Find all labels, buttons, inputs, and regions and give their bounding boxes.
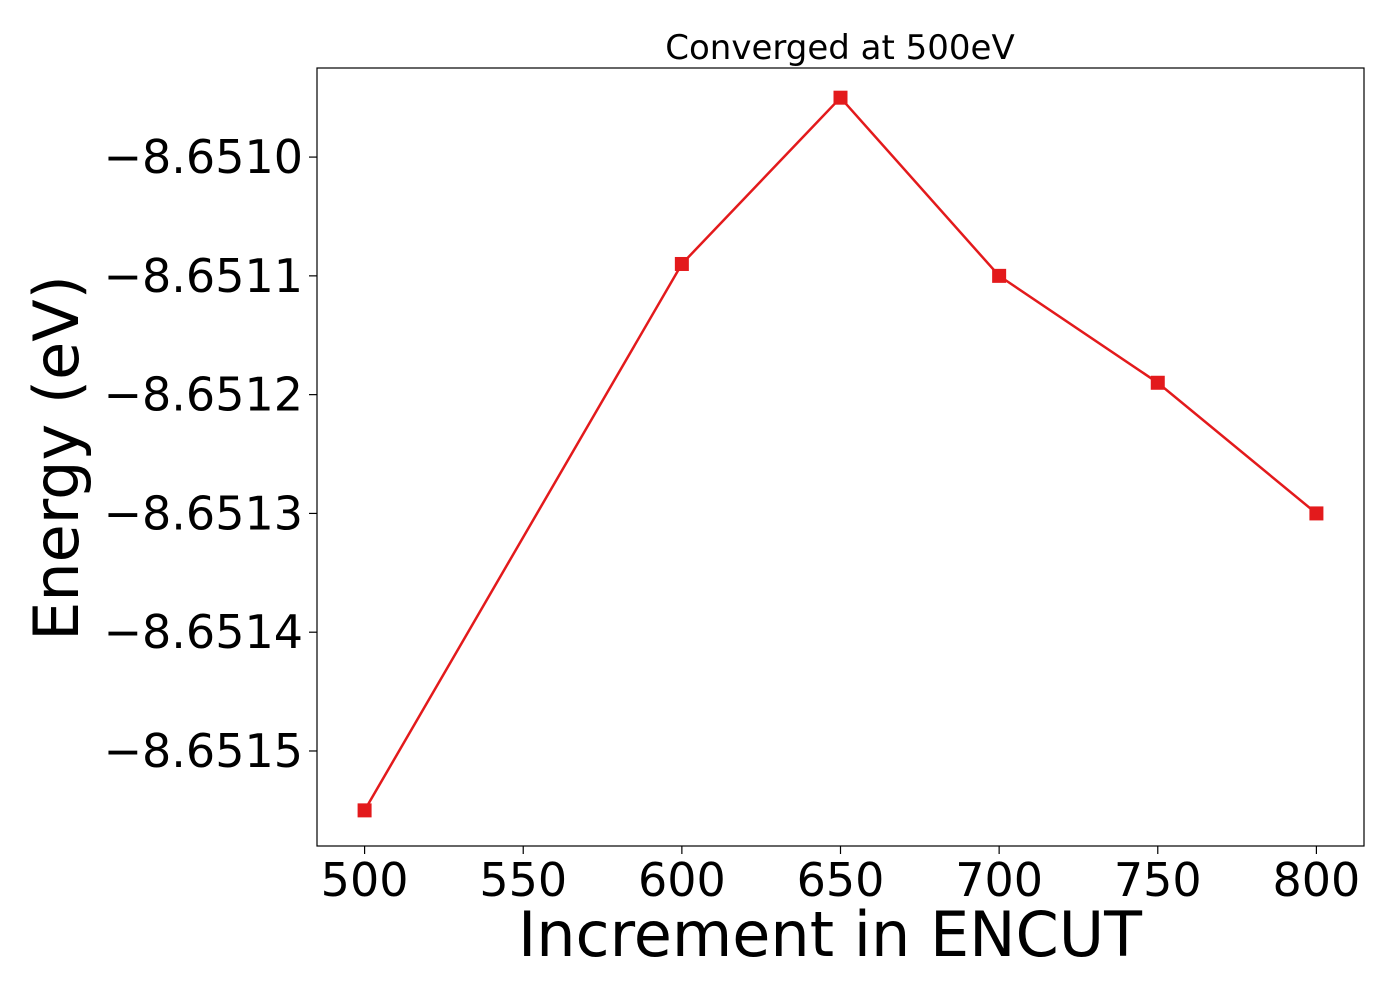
x-tick-label: 750 — [1114, 853, 1202, 907]
y-axis-title: Energy (eV) — [20, 275, 93, 641]
data-point-marker — [1309, 506, 1324, 521]
y-tick-label: −8.6511 — [104, 249, 304, 303]
data-point-marker — [357, 803, 372, 818]
y-axis-ticks: −8.6515 −8.6514 −8.6513 −8.6512 −8.6511 −8.65… — [104, 130, 317, 778]
data-point-marker — [674, 256, 689, 271]
x-tick-label: 600 — [638, 853, 726, 907]
y-tick-label: −8.6514 — [104, 605, 304, 659]
y-tick-label: −8.6510 — [104, 130, 304, 184]
y-tick-label: −8.6512 — [104, 368, 304, 422]
series-line — [363, 95, 1318, 811]
x-tick-label: 800 — [1273, 853, 1361, 907]
x-tick-label: 550 — [479, 853, 567, 907]
plot-area-frame — [316, 67, 1365, 847]
data-point-marker — [833, 90, 848, 105]
x-tick-label: 500 — [321, 853, 409, 907]
y-tick-label: −8.6515 — [104, 724, 304, 778]
data-point-marker — [992, 268, 1007, 283]
data-point-marker — [1150, 375, 1165, 390]
x-tick-label: 700 — [955, 853, 1043, 907]
x-tick-label: 650 — [797, 853, 885, 907]
x-axis-ticks: 500 550 600 650 700 750 800 — [321, 846, 1361, 907]
y-tick-label: −8.6513 — [104, 486, 304, 540]
chart-title: Converged at 500eV — [665, 28, 1014, 68]
series-layer — [357, 90, 1324, 818]
x-axis-title: Increment in ENCUT — [518, 898, 1143, 971]
